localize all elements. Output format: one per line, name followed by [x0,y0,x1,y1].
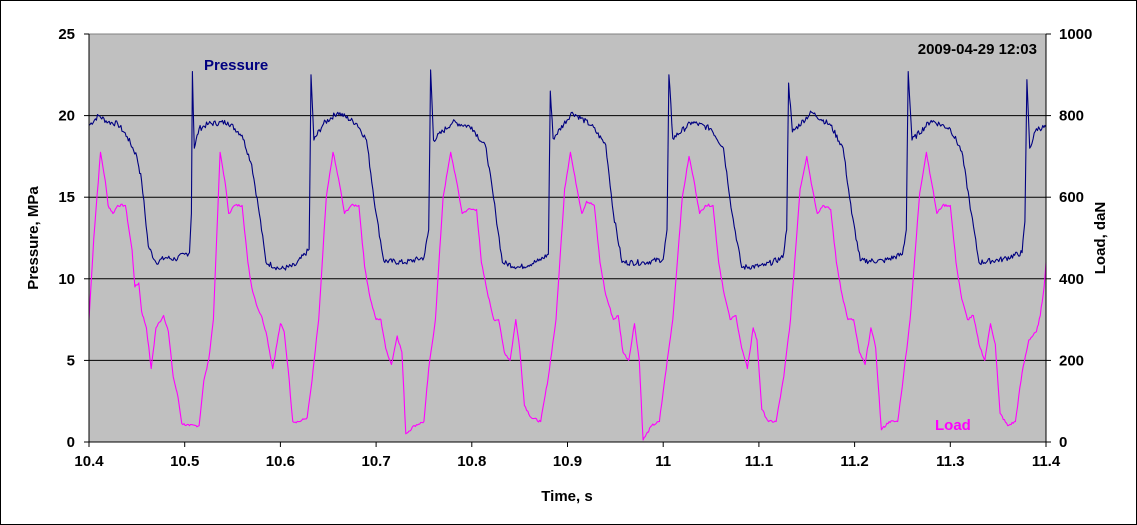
x-tick-label: 11 [655,453,671,470]
x-tick-label: 11.1 [745,453,773,470]
timestamp-label: 2009-04-29 12:03 [918,41,1037,58]
y-right-tick-label: 1000 [1059,26,1092,43]
x-tick-label: 10.5 [170,453,199,470]
load-series-label: Load [935,417,971,434]
x-tick-label: 10.4 [74,453,104,470]
y-right-tick-label: 0 [1059,434,1067,451]
y-right-tick-label: 600 [1059,189,1084,206]
y-left-tick-label: 15 [58,189,75,206]
y-left-axis-title: Pressure, MPa [25,186,42,290]
y-right-tick-label: 800 [1059,108,1084,125]
pressure-series-line [88,69,1047,271]
x-axis-title: Time, s [541,488,592,505]
pressure-series-label: Pressure [204,57,268,74]
y-left-tick-label: 10 [58,271,75,288]
x-tick-label: 11.4 [1032,453,1061,470]
gridlines [89,115,1046,361]
x-tick-label: 10.8 [457,453,486,470]
plot-area [88,33,1047,443]
y-right-axis-title: Load, daN [1092,202,1109,275]
y-left-tick-label: 5 [67,352,75,369]
x-tick-label: 10.7 [361,453,390,470]
y-right-tick-label: 200 [1059,352,1084,369]
series-group [88,69,1047,441]
axes: 0 5 10 15 20 25 0 200 400 600 800 1000 10.4 10.5 10.6 1… [58,26,1092,470]
y-left-tick-label: 20 [58,108,75,125]
x-tick-label: 11.3 [936,453,964,470]
x-tick-label: 10.9 [553,453,582,470]
x-tick-label: 10.6 [266,453,295,470]
load-series-line [88,151,1047,441]
x-tick-label: 11.2 [840,453,868,470]
y-left-tick-label: 0 [67,434,75,451]
y-left-tick-label: 25 [58,26,75,43]
y-right-tick-label: 400 [1059,271,1084,288]
